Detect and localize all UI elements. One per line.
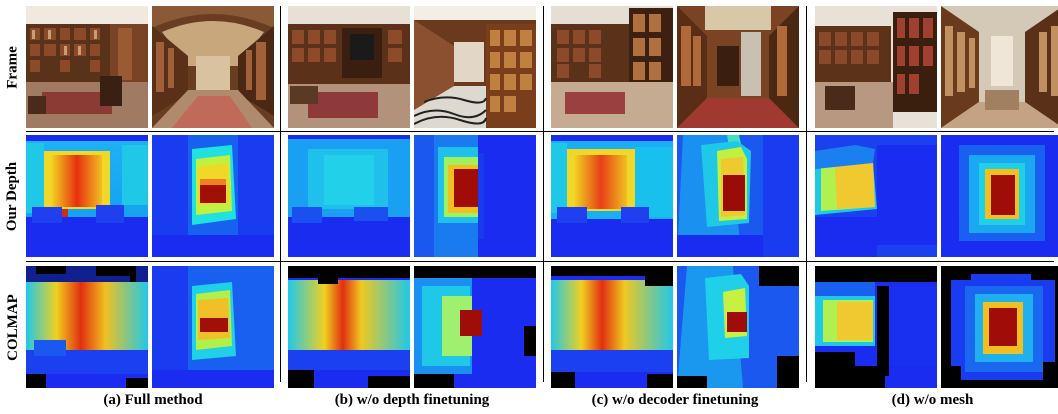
row-label-frame: Frame bbox=[4, 45, 21, 89]
depth-map bbox=[941, 135, 1058, 257]
row-label-colmap: COLMAP bbox=[4, 293, 21, 361]
caption-without-decoder-finetuning: (c) w/o decoder finetuning bbox=[591, 392, 759, 408]
caption-full-method: (a) Full method bbox=[103, 392, 203, 408]
row-divider-2 bbox=[26, 261, 1054, 262]
colmap-depth-map bbox=[26, 266, 148, 388]
column-divider-1 bbox=[280, 6, 281, 382]
row-divider-1 bbox=[26, 131, 1054, 132]
caption-without-depth-finetuning: (b) w/o depth finetuning bbox=[334, 392, 490, 408]
depth-map bbox=[288, 135, 410, 257]
frame-image bbox=[152, 6, 274, 128]
colmap-depth-map bbox=[288, 266, 410, 388]
depth-map bbox=[677, 135, 799, 257]
frame-image bbox=[26, 6, 148, 128]
column-divider-2 bbox=[543, 6, 544, 382]
frame-image bbox=[414, 6, 536, 128]
depth-map bbox=[815, 135, 937, 257]
colmap-depth-map bbox=[414, 266, 536, 388]
colmap-depth-map bbox=[677, 266, 799, 388]
depth-map bbox=[551, 135, 673, 257]
colmap-depth-map bbox=[152, 266, 274, 388]
frame-image bbox=[815, 6, 937, 128]
colmap-depth-map bbox=[551, 266, 673, 388]
depth-map bbox=[414, 135, 536, 257]
caption-without-mesh: (d) w/o mesh bbox=[891, 392, 974, 408]
colmap-depth-map bbox=[941, 266, 1058, 388]
frame-image bbox=[677, 6, 799, 128]
depth-map bbox=[152, 135, 274, 257]
frame-image bbox=[941, 6, 1058, 128]
frame-image bbox=[288, 6, 410, 128]
frame-image bbox=[551, 6, 673, 128]
colmap-depth-map bbox=[815, 266, 937, 388]
row-label-our-depth: Our Depth bbox=[4, 161, 21, 231]
depth-map bbox=[26, 135, 148, 257]
column-divider-3 bbox=[806, 6, 807, 382]
